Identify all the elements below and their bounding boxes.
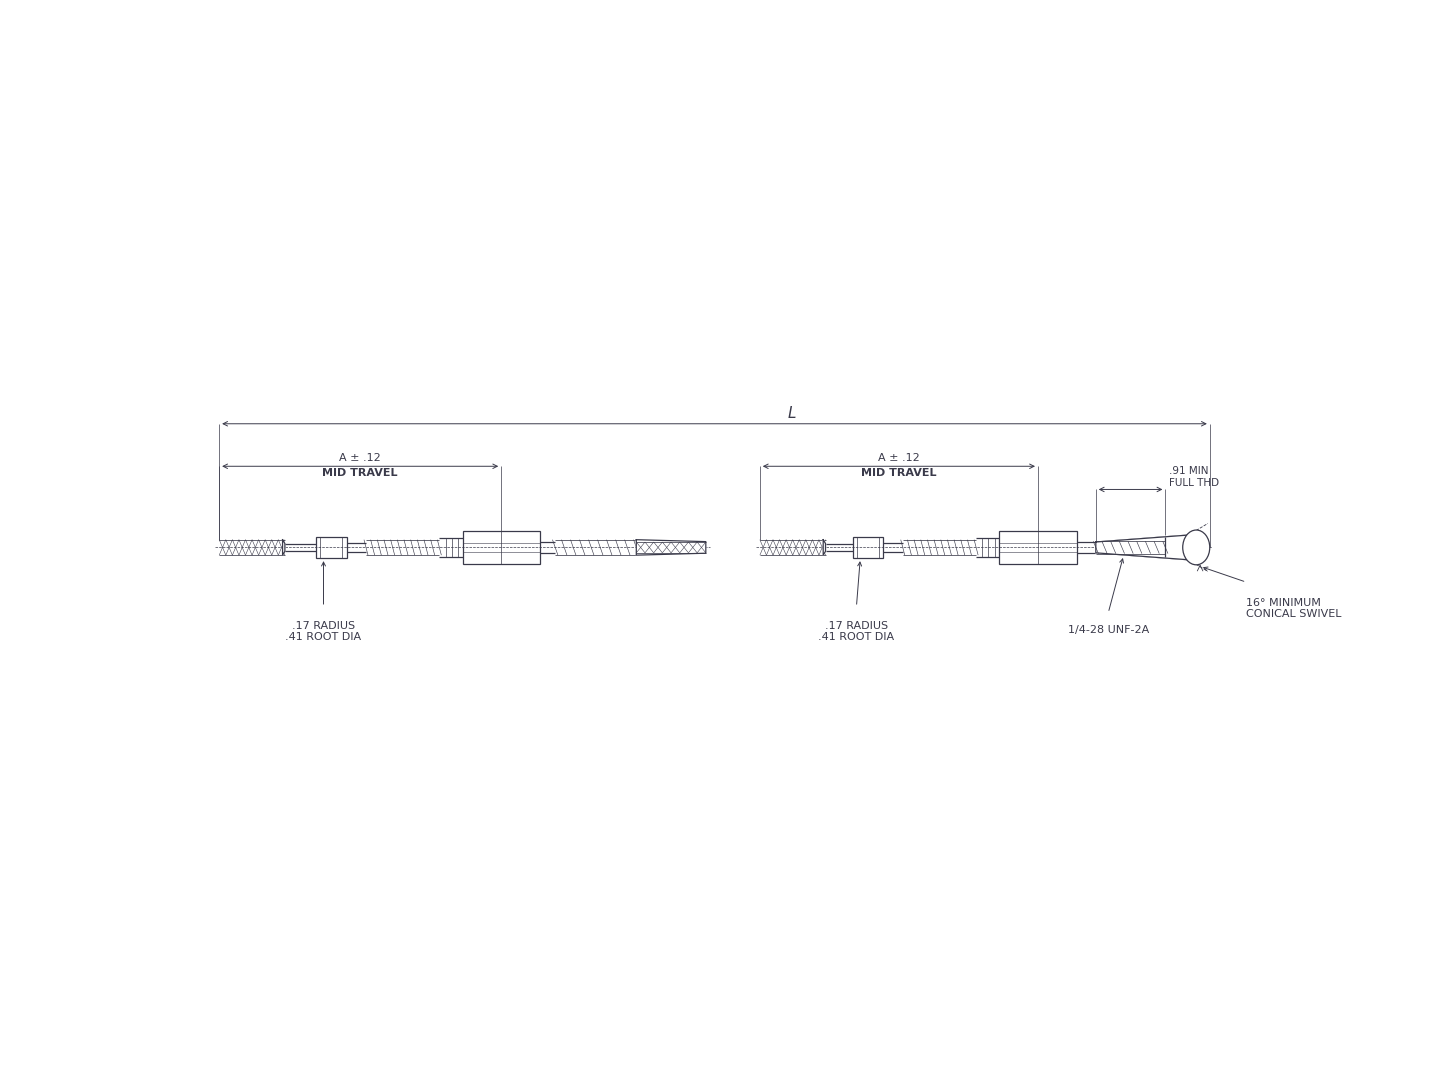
Text: A ± .12: A ± .12 [879, 453, 920, 463]
Bar [853, 537, 883, 558]
Text: MID TRAVEL: MID TRAVEL [861, 468, 936, 478]
Text: MID TRAVEL: MID TRAVEL [322, 468, 397, 478]
Text: .91 MIN
FULL THD: .91 MIN FULL THD [1169, 466, 1220, 488]
Text: .17 RADIUS
.41 ROOT DIA: .17 RADIUS .41 ROOT DIA [818, 621, 894, 643]
Polygon shape [1095, 535, 1188, 559]
Polygon shape [824, 540, 825, 555]
Text: 1/4-28 UNF-2A: 1/4-28 UNF-2A [1068, 624, 1149, 635]
Bar [316, 537, 347, 558]
Text: .17 RADIUS
.41 ROOT DIA: .17 RADIUS .41 ROOT DIA [286, 621, 361, 643]
Polygon shape [636, 540, 705, 555]
Bar [1000, 531, 1077, 564]
Text: A ± .12: A ± .12 [340, 453, 381, 463]
Bar [462, 531, 540, 564]
Text: 16° MINIMUM
CONICAL SWIVEL: 16° MINIMUM CONICAL SWIVEL [1247, 597, 1342, 619]
Ellipse shape [1182, 530, 1209, 565]
Text: L: L [788, 406, 796, 422]
Polygon shape [283, 540, 285, 555]
